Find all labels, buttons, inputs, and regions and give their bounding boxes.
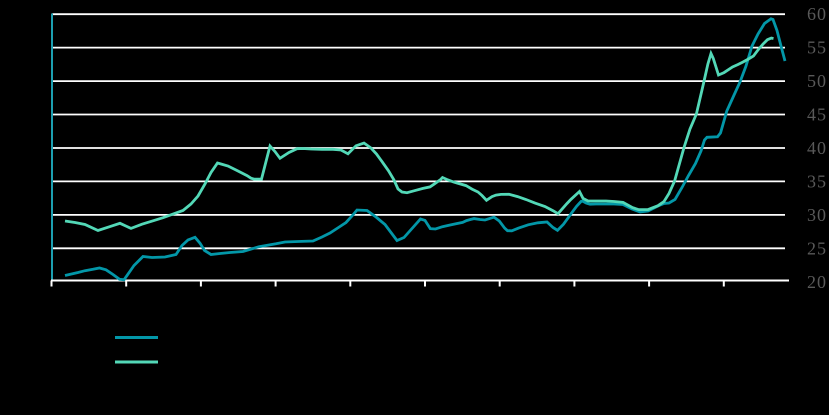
svg-text:60: 60 — [807, 4, 827, 24]
svg-text:30: 30 — [807, 205, 827, 225]
svg-text:25: 25 — [807, 238, 827, 258]
svg-text:50: 50 — [807, 71, 827, 91]
svg-text:20: 20 — [807, 272, 827, 292]
svg-text:45: 45 — [807, 105, 827, 125]
svg-text:40: 40 — [807, 138, 827, 158]
svg-text:35: 35 — [807, 171, 827, 191]
svg-text:55: 55 — [807, 38, 827, 58]
